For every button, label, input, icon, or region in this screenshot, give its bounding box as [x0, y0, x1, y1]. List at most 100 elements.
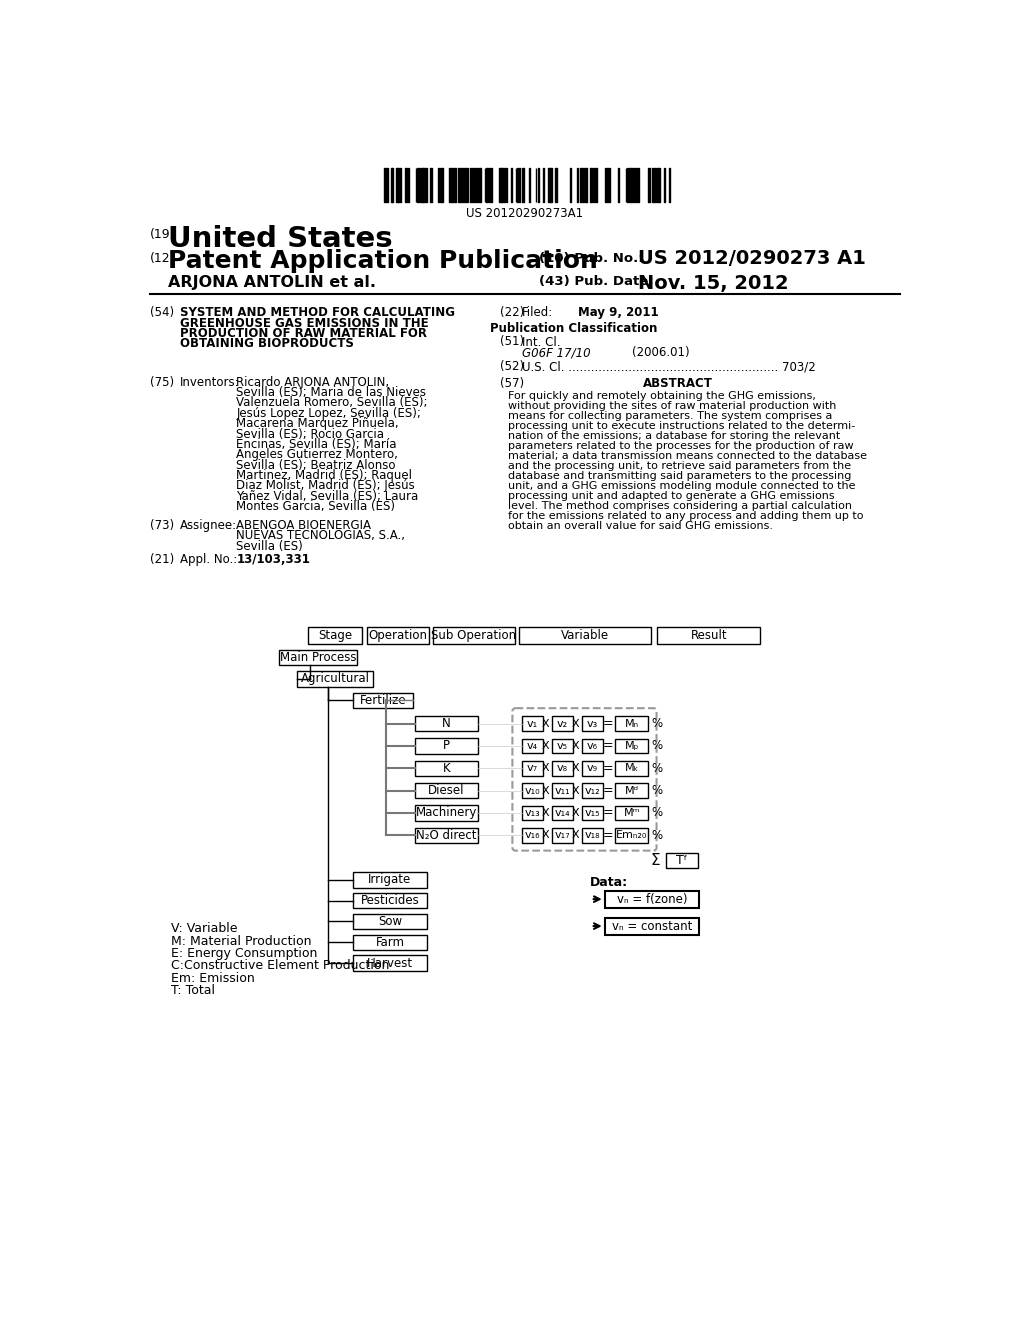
Text: material; a data transmission means connected to the database: material; a data transmission means conn… — [508, 451, 866, 461]
Text: v₁₃: v₁₃ — [524, 808, 540, 818]
Text: M: Material Production: M: Material Production — [171, 935, 311, 948]
Text: without providing the sites of raw material production with: without providing the sites of raw mater… — [508, 401, 837, 411]
Text: parameters related to the processes for the production of raw: parameters related to the processes for … — [508, 441, 853, 451]
Text: level. The method comprises considering a partial calculation: level. The method comprises considering … — [508, 502, 852, 511]
Text: May 9, 2011: May 9, 2011 — [578, 306, 658, 319]
Text: =: = — [602, 762, 613, 775]
Text: (51): (51) — [500, 335, 524, 348]
Text: SYSTEM AND METHOD FOR CALCULATING: SYSTEM AND METHOD FOR CALCULATING — [180, 306, 455, 319]
Bar — [552, 760, 572, 776]
Text: v₁₈: v₁₈ — [585, 830, 600, 841]
Text: =: = — [602, 829, 613, 842]
Text: Inventors:: Inventors: — [180, 376, 240, 388]
Bar — [615, 717, 648, 731]
Text: Sevilla (ES); Rocio Garcia: Sevilla (ES); Rocio Garcia — [237, 428, 384, 441]
Text: PRODUCTION OF RAW MATERIAL FOR: PRODUCTION OF RAW MATERIAL FOR — [180, 327, 427, 341]
Bar — [521, 739, 543, 754]
Text: Angeles Gutierrez Montero,: Angeles Gutierrez Montero, — [237, 449, 398, 461]
Bar — [552, 783, 572, 797]
Text: T: Total: T: Total — [171, 983, 215, 997]
Text: unit, and a GHG emissions modeling module connected to the: unit, and a GHG emissions modeling modul… — [508, 480, 855, 491]
Text: X: X — [542, 741, 550, 751]
Text: Tᶠ: Tᶠ — [677, 854, 688, 867]
Text: Publication Classification: Publication Classification — [489, 322, 657, 335]
Text: v₁: v₁ — [526, 718, 538, 729]
Text: %: % — [651, 829, 663, 842]
Text: 13/103,331: 13/103,331 — [237, 553, 310, 566]
Text: and the processing unit, to retrieve said parameters from the: and the processing unit, to retrieve sai… — [508, 461, 851, 471]
Text: Data:: Data: — [590, 876, 628, 890]
Text: v₃: v₃ — [587, 718, 598, 729]
Bar — [552, 717, 572, 731]
Text: database and transmitting said parameters to the processing: database and transmitting said parameter… — [508, 471, 851, 480]
Bar — [604, 917, 699, 935]
Text: (10) Pub. No.:: (10) Pub. No.: — [539, 252, 643, 265]
Text: ABSTRACT: ABSTRACT — [643, 378, 713, 391]
Text: OBTAINING BIOPRODUCTS: OBTAINING BIOPRODUCTS — [180, 338, 354, 350]
Bar — [352, 935, 427, 950]
Bar — [352, 873, 427, 887]
Bar — [552, 739, 572, 754]
Text: %: % — [651, 717, 663, 730]
Text: (52): (52) — [500, 360, 524, 374]
Text: N: N — [442, 717, 451, 730]
Text: United States: United States — [168, 224, 393, 252]
Text: Diesel: Diesel — [428, 784, 465, 797]
Text: Result: Result — [690, 628, 727, 642]
Bar — [615, 828, 648, 842]
Text: Stage: Stage — [317, 628, 352, 642]
Text: =: = — [602, 739, 613, 752]
Text: Filed:: Filed: — [521, 306, 553, 319]
Bar — [415, 783, 478, 799]
Bar — [352, 956, 427, 970]
Text: Mₙ: Mₙ — [625, 718, 639, 729]
Text: v₁₂: v₁₂ — [585, 785, 600, 796]
Text: X: X — [572, 763, 580, 774]
Bar — [367, 627, 429, 644]
Text: Macarena Marquez Piñuela,: Macarena Marquez Piñuela, — [237, 417, 399, 430]
Text: Ricardo ARJONA ANTOLIN,: Ricardo ARJONA ANTOLIN, — [237, 376, 389, 388]
Text: N₂O direct: N₂O direct — [417, 829, 477, 842]
Bar — [280, 649, 356, 665]
Text: K: K — [442, 762, 451, 775]
Text: Sevilla (ES); Maria de las Nieves: Sevilla (ES); Maria de las Nieves — [237, 385, 427, 399]
Text: =: = — [602, 784, 613, 797]
Text: v₁₅: v₁₅ — [585, 808, 600, 818]
Text: %: % — [651, 784, 663, 797]
Text: X: X — [572, 741, 580, 751]
Bar — [297, 671, 373, 686]
Bar — [352, 693, 414, 708]
Text: Farm: Farm — [376, 936, 404, 949]
Bar — [521, 717, 543, 731]
Text: Sow: Sow — [378, 915, 402, 928]
Text: v₆: v₆ — [587, 741, 598, 751]
Text: X: X — [572, 718, 580, 729]
Bar — [415, 760, 478, 776]
Text: C:Constructive Element Production: C:Constructive Element Production — [171, 960, 389, 973]
Text: G06F 17/10: G06F 17/10 — [521, 346, 590, 359]
Bar — [615, 783, 648, 797]
Text: v₉: v₉ — [587, 763, 598, 774]
Text: Agricultural: Agricultural — [300, 672, 370, 685]
Text: X: X — [542, 763, 550, 774]
Bar — [521, 760, 543, 776]
Text: Variable: Variable — [561, 628, 609, 642]
Text: ARJONA ANTOLIN et al.: ARJONA ANTOLIN et al. — [168, 276, 376, 290]
Text: (54): (54) — [150, 306, 174, 319]
Text: For quickly and remotely obtaining the GHG emissions,: For quickly and remotely obtaining the G… — [508, 391, 816, 401]
Text: (75): (75) — [150, 376, 174, 388]
Bar — [666, 853, 698, 869]
Text: Montes Garcia, Sevilla (ES): Montes Garcia, Sevilla (ES) — [237, 500, 395, 513]
Text: U.S. Cl. ........................................................ 703/2: U.S. Cl. ...............................… — [521, 360, 815, 374]
Text: %: % — [651, 762, 663, 775]
Text: Assignee:: Assignee: — [180, 519, 237, 532]
Bar — [604, 891, 699, 908]
Text: Sevilla (ES): Sevilla (ES) — [237, 540, 303, 553]
Text: Harvest: Harvest — [367, 957, 413, 970]
Text: Encinas, Sevilla (ES); María: Encinas, Sevilla (ES); María — [237, 438, 397, 451]
Bar — [521, 828, 543, 842]
Text: %: % — [651, 739, 663, 752]
Text: v₄: v₄ — [526, 741, 538, 751]
Text: vₙ = f(zone): vₙ = f(zone) — [616, 892, 687, 906]
Text: GREENHOUSE GAS EMISSIONS IN THE: GREENHOUSE GAS EMISSIONS IN THE — [180, 317, 429, 330]
